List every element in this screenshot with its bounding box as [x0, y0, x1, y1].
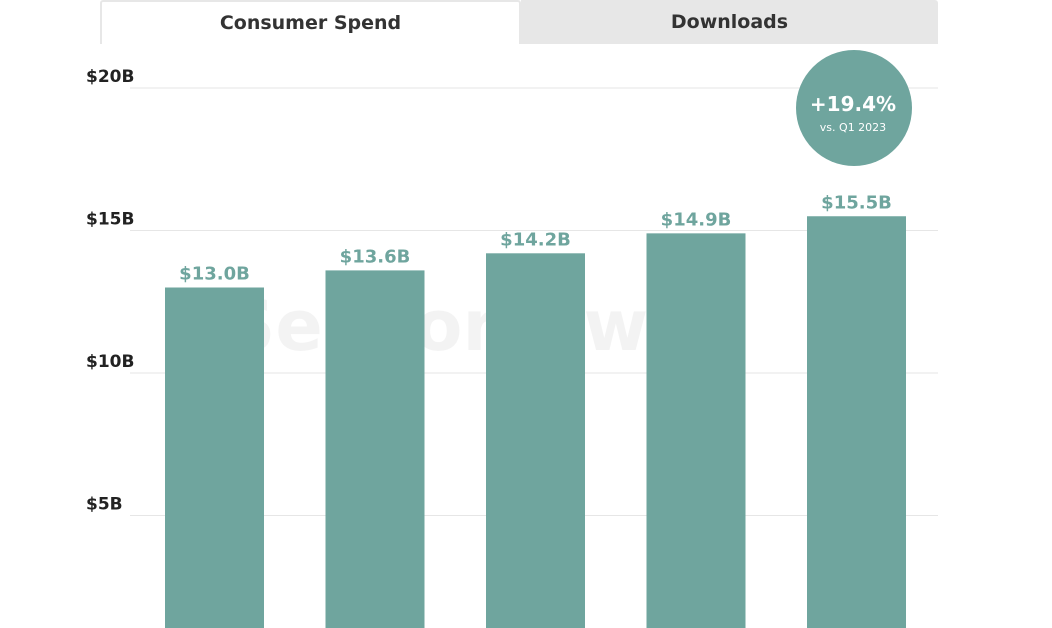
- bar: [325, 270, 425, 628]
- growth-badge-value: +19.4%: [810, 92, 896, 116]
- growth-badge: +19.4% vs. Q1 2023: [796, 50, 912, 166]
- data-labels: $13.0B $13.6B $14.2B $14.9B $15.5B: [179, 192, 892, 284]
- y-tick-label: $5B: [86, 495, 123, 515]
- y-tick-label: $20B: [86, 67, 134, 87]
- y-axis-ticks: $5B $10B $15B $20B: [86, 67, 134, 515]
- growth-badge-circle: [796, 50, 912, 166]
- bar-value-label: $14.2B: [500, 229, 571, 250]
- tab-bar: Consumer Spend Downloads: [100, 0, 938, 44]
- watermark-text: SensorTower: [225, 285, 731, 367]
- bar-value-label: $13.0B: [179, 264, 250, 285]
- bar-value-label: $14.9B: [661, 209, 732, 230]
- bar-value-label: $15.5B: [821, 192, 892, 213]
- tab-downloads[interactable]: Downloads: [521, 0, 938, 44]
- growth-badge-caption: vs. Q1 2023: [820, 121, 886, 134]
- bar-value-label: $13.6B: [340, 246, 411, 267]
- bar: [646, 233, 746, 628]
- bars: [165, 216, 906, 628]
- tab-consumer-spend[interactable]: Consumer Spend: [100, 0, 521, 44]
- bar: [486, 253, 585, 628]
- bar: [807, 216, 906, 628]
- y-tick-label: $15B: [86, 210, 134, 230]
- bar: [165, 287, 264, 628]
- y-tick-label: $10B: [86, 352, 134, 372]
